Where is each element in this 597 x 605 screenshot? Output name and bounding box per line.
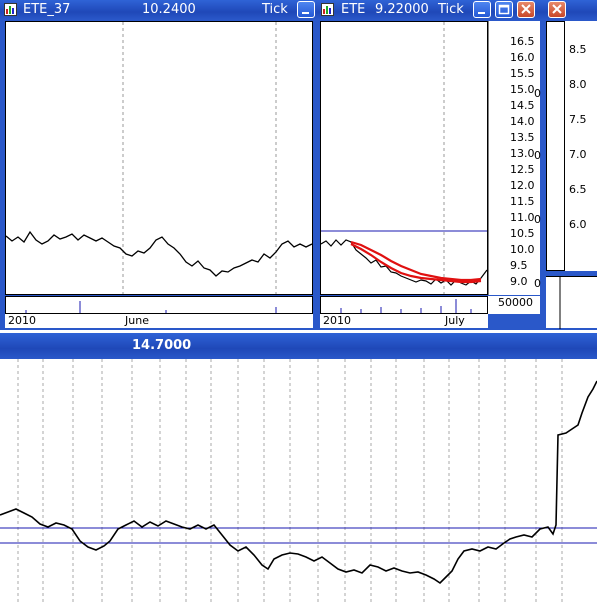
far-right-y-tick: 6.5 [569,183,587,196]
left-x-label-year: 2010 [8,314,36,327]
right-volume-bars [340,299,472,313]
close-icon [521,4,531,14]
far-right-close-button[interactable] [548,1,566,18]
partial-axis-label: 0 [534,213,541,226]
right-y-tick: 16.0 [510,51,535,64]
minimize-icon [478,12,485,14]
left-chart-symbol: ETE_37 [23,2,71,17]
far-right-y-tick: 8.0 [569,78,587,91]
right-yaxis: 16.5 16.0 15.5 15.0 14.5 14.0 13.5 13.0 … [488,21,541,295]
right-y-tick: 15.5 [510,67,535,80]
right-maximize-button[interactable] [495,1,513,18]
right-y-tick: 14.0 [510,115,535,128]
bottom-chart-price: 14.7000 [132,338,192,353]
left-minimize-button[interactable] [297,1,315,18]
right-x-label-year: 2010 [323,314,351,327]
far-right-divider [559,277,561,329]
right-y-tick: 10.0 [510,243,535,256]
left-chart-price: 10.2400 [142,2,196,17]
right-chart-price: 9.22000 [375,2,429,17]
far-right-y-tick: 7.0 [569,148,587,161]
left-x-label-month: June [125,314,149,327]
right-y-tick: 12.5 [510,163,535,176]
right-y-tick: 15.0 [510,83,535,96]
chart-window-icon [4,3,17,16]
far-right-yaxis: 8.5 8.0 7.5 7.0 6.5 6.0 [565,21,597,271]
right-moving-average-slow [350,240,482,282]
left-price-line [6,230,312,277]
right-volume-pane [320,296,488,314]
right-close-button[interactable] [517,1,535,18]
bottom-chart-titlebar[interactable]: 14.7000 [0,333,597,359]
minimize-icon [302,12,309,14]
right-price-pane[interactable] [320,21,488,295]
right-x-label-month: July [445,314,465,327]
right-y-tick: 13.0 [510,147,535,160]
far-right-titlebar[interactable] [544,0,597,20]
far-right-y-tick: 7.5 [569,113,587,126]
right-y-tick: 13.5 [510,131,535,144]
right-y-tick: 11.5 [510,195,535,208]
right-y-tick: 12.0 [510,179,535,192]
right-price-chart [321,22,487,294]
left-volume-bars [25,301,277,313]
far-right-price-pane[interactable] [546,21,565,271]
volume-tick-label: 50000 [498,296,533,309]
right-y-tick: 11.0 [510,211,535,224]
right-price-line [321,239,487,286]
partial-axis-label: 0 [534,277,541,290]
chart-window-icon [321,3,334,16]
far-right-y-tick: 6.0 [569,218,587,231]
left-price-pane[interactable] [5,21,313,295]
left-chart-titlebar[interactable]: ETE_37 10.2400 Tick [0,0,317,20]
right-y-tick: 9.0 [510,275,528,288]
left-xaxis: 2010 June [5,314,313,328]
right-xaxis: 2010 July [320,314,488,328]
far-right-y-tick: 8.5 [569,43,587,56]
left-price-chart [6,22,312,294]
far-right-lower-pane [546,276,597,329]
maximize-icon [498,4,510,15]
right-y-tick: 16.5 [510,35,535,48]
bottom-price-chart [0,359,597,605]
left-chart-mode: Tick [262,2,288,17]
right-chart-mode: Tick [438,2,464,17]
bottom-price-pane[interactable] [0,359,597,605]
close-icon [552,4,562,14]
left-volume-pane [5,296,313,314]
right-minimize-button[interactable] [473,1,491,18]
partial-axis-label: 0 [534,87,541,100]
right-moving-average-fast [350,243,482,284]
right-chart-symbol: ETE [341,2,366,17]
bottom-price-line [0,380,597,585]
right-y-tick: 14.5 [510,99,535,112]
partial-axis-label: 0 [534,149,541,162]
right-y-tick: 10.5 [510,227,535,240]
right-y-tick: 9.5 [510,259,528,272]
right-chart-titlebar[interactable]: ETE 9.22000 Tick [317,0,544,20]
right-volume-axis: 50000 [488,296,540,314]
